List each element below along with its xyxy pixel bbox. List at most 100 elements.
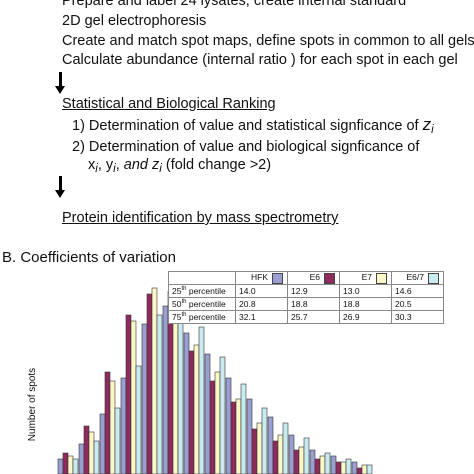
row-label: 75th percentile (168, 310, 236, 324)
row-label: 25th percentile (168, 284, 236, 298)
stat-sep: , (115, 157, 120, 173)
stat-ranking-heading: Statistical and Biological Ranking (62, 96, 276, 112)
stat-item-2-line1: 2) Determination of value and biological… (72, 139, 420, 155)
bar-e6-3 (125, 314, 132, 474)
bar-hfk-10 (267, 416, 274, 474)
bar-e6-4 (146, 293, 153, 474)
stat-item-1-text: 1) Determination of value and statistica… (72, 118, 423, 134)
bar-e7-2 (109, 380, 116, 474)
bar-e7-1 (88, 431, 95, 474)
bar-e6-13 (335, 461, 342, 474)
bar-e6-7 (209, 380, 216, 474)
bar-e7-13 (340, 461, 347, 474)
bar-e6-7-2 (114, 407, 121, 474)
table-cell: 20.8 (235, 297, 288, 311)
bar-hfk-6 (183, 332, 190, 474)
table-col-header: E6/7 (391, 271, 444, 285)
stat-z-sub: i (159, 161, 162, 175)
stat-x-var: x (88, 157, 96, 173)
bar-hfk-14 (351, 461, 358, 474)
bar-hfk-7 (204, 353, 211, 474)
cv-percentile-table: HFK E6 E7 E6/7 25th percentile 14.0 12.9… (168, 271, 444, 324)
col-label: E6/7 (406, 272, 425, 283)
bar-hfk-5 (162, 305, 169, 474)
bar-e6-7-5 (177, 302, 184, 474)
bar-hfk-3 (120, 377, 127, 474)
legend-swatch (428, 272, 439, 284)
table-cell: 18.8 (287, 297, 340, 311)
bar-e6-7-3 (135, 365, 142, 474)
workflow-step-line: Create and match spot maps, define spots… (62, 33, 474, 49)
bar-hfk-1 (78, 443, 85, 474)
table-col-header: E7 (339, 271, 392, 285)
bar-hfk-0 (57, 458, 64, 474)
section-b-title: B. Coefficients of variation (2, 249, 176, 266)
bar-e6-7-8 (240, 383, 247, 474)
down-arrow-icon (55, 72, 66, 94)
bar-e7-10 (277, 434, 284, 474)
bar-e6-1 (83, 425, 90, 474)
bar-hfk-9 (246, 398, 253, 474)
bar-e7-12 (319, 455, 326, 474)
bar-e6-7-1 (93, 440, 100, 474)
col-label: HFK (251, 272, 268, 283)
table-row: 50th percentile 20.8 18.8 18.8 20.5 (168, 297, 444, 311)
bar-hfk-13 (330, 455, 337, 474)
table-cell: 18.8 (339, 297, 392, 311)
bar-e6-7-11 (303, 437, 310, 474)
stat-item-2-line2: xi, yi, and zi (fold change >2) (88, 157, 271, 177)
bar-e7-0 (67, 455, 74, 474)
bar-e7-4 (151, 287, 158, 474)
bar-e6-6 (188, 350, 195, 474)
bar-e6-9 (251, 428, 258, 474)
workflow-step-line: Calculate abundance (internal ratio ) fo… (62, 52, 458, 68)
stat-sep: , (97, 157, 102, 173)
bar-e6-7-9 (261, 407, 268, 474)
bar-e6-0 (62, 452, 69, 474)
table-cell: 32.1 (235, 310, 288, 324)
row-label: 50th percentile (168, 297, 236, 311)
table-row: 75th percentile 32.1 25.7 26.9 30.3 (168, 310, 444, 324)
stat-x-sub: i (95, 161, 98, 175)
table-corner-cell (168, 271, 236, 285)
table-col-header: HFK (235, 271, 288, 285)
table-header-row: HFK E6 E7 E6/7 (168, 271, 444, 285)
bar-e6-11 (293, 449, 300, 474)
bar-e6-7-10 (282, 422, 289, 474)
legend-swatch (376, 272, 387, 284)
bar-e7-3 (130, 320, 137, 474)
bar-e6-7-7 (219, 356, 226, 474)
stat-tail: (fold change >2) (161, 157, 272, 173)
workflow-step-line: Prepare and label 24 lysates, create int… (62, 0, 407, 9)
table-cell: 14.0 (235, 284, 288, 298)
table-cell: 13.0 (339, 284, 392, 298)
bar-e7-11 (298, 446, 305, 474)
bar-hfk-12 (309, 449, 316, 474)
protein-id-heading: Protein identification by mass spectrome… (62, 210, 339, 226)
bar-e6-2 (104, 371, 111, 474)
workflow-step-line: 2D gel electrophoresis (62, 13, 207, 29)
bar-e6-8 (230, 401, 237, 474)
bar-e6-10 (272, 440, 279, 474)
table-cell: 25.7 (287, 310, 340, 324)
down-arrow-icon (55, 176, 66, 198)
legend-swatch (272, 272, 283, 284)
bar-e6-14 (356, 467, 363, 474)
bar-e6-7-12 (324, 452, 331, 474)
table-cell: 12.9 (287, 284, 340, 298)
bar-e6-12 (314, 458, 321, 474)
stat-y-sub: i (113, 161, 116, 175)
bar-e7-7 (214, 371, 221, 474)
bar-e6-7-0 (72, 458, 79, 474)
table-cell: 26.9 (339, 310, 392, 324)
bar-e6-7-6 (198, 326, 205, 474)
bar-hfk-4 (141, 323, 148, 474)
legend-swatch (324, 272, 335, 284)
stat-item-1-var: z (422, 115, 432, 134)
bar-e7-8 (235, 398, 242, 474)
y-axis-label: Number of spots (27, 367, 39, 442)
table-col-header: E6 (287, 271, 340, 285)
bar-e6-7-4 (156, 314, 163, 474)
bar-hfk-8 (225, 377, 232, 474)
